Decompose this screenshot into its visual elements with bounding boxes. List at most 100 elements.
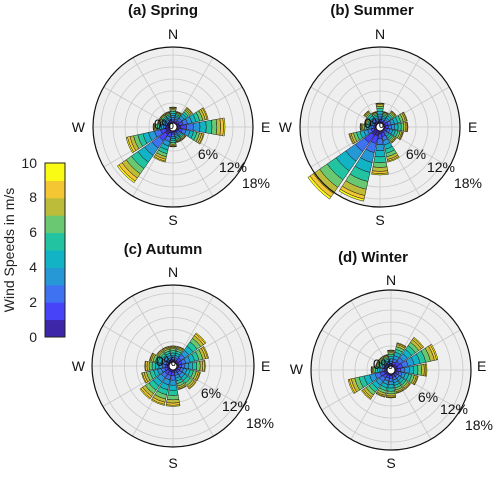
rose-bar-segment	[387, 156, 400, 163]
rose-bar-segment	[150, 398, 165, 406]
rose-bar-segment	[400, 122, 405, 132]
rose-bar-segment	[169, 106, 177, 109]
rose-bar-segment	[177, 385, 187, 390]
colorbar-band	[45, 197, 65, 216]
direction-label-e: E	[468, 119, 477, 135]
rose-bar-segment	[192, 121, 201, 133]
rose-bar-segment	[157, 118, 161, 124]
rose-bar-segment	[420, 363, 425, 377]
grid-ring	[319, 66, 441, 188]
direction-label-n: N	[386, 272, 396, 288]
rose-bar-segment	[181, 363, 186, 369]
direction-label-s: S	[168, 455, 177, 471]
rose-bar-segment	[375, 102, 385, 105]
panel-title: (a) Spring	[128, 2, 198, 19]
rose-bar-segment	[195, 371, 201, 382]
rose-bar-segment	[372, 161, 388, 168]
ring-label-0: 0%	[156, 353, 176, 369]
rose-bar-segment	[361, 389, 372, 400]
colorbar: 0 2 4 6 8 10 Wind Speeds in m/s	[1, 155, 66, 345]
rose-bar-segment	[406, 121, 409, 133]
direction-label-w: W	[290, 361, 304, 377]
grid-ring	[330, 309, 452, 431]
rose-bar-segment	[347, 378, 356, 395]
colorbar-tick-label: 8	[29, 189, 37, 205]
rose-bar-segment	[170, 371, 176, 377]
ring-label-0: 0%	[154, 116, 174, 132]
rose-bar-segment	[181, 135, 187, 141]
grid-ring	[307, 54, 453, 200]
colorbar-tick-label: 2	[29, 294, 37, 310]
rose-bar-segment	[176, 111, 182, 115]
rose-bar-segment	[413, 375, 419, 386]
ring-label-18: 18%	[465, 417, 493, 433]
rose-bar-segment	[395, 389, 405, 394]
rose-bar-segment	[377, 356, 383, 362]
direction-label-n: N	[168, 26, 178, 42]
rose-bar-segment	[375, 144, 385, 152]
rose-bar-segment	[144, 360, 147, 372]
rose-bar-segment	[215, 118, 221, 136]
rose-bar-segment	[386, 390, 396, 395]
colorbar-band	[45, 302, 65, 321]
rose-bar-segment	[156, 349, 163, 356]
rose-bar-segment	[141, 372, 147, 384]
ring-label-12: 12%	[219, 159, 247, 175]
direction-label-w: W	[279, 119, 293, 135]
rose-bar-segment	[388, 377, 394, 382]
rose-bar-segment	[152, 123, 155, 131]
grid-ring	[112, 66, 234, 188]
rose-bar-segment	[408, 365, 415, 375]
rose-bar-segment	[376, 108, 384, 112]
panel-winter: (d) Winter N E S W 0% 6% 12% 18%	[290, 249, 493, 471]
rose-bar-segment	[371, 111, 377, 115]
ring-label-12: 12%	[440, 401, 468, 417]
rose-bar-segment	[192, 361, 198, 371]
ring-label-18: 18%	[246, 415, 274, 431]
ring-label-18: 18%	[242, 175, 270, 191]
rose-bar-segment	[195, 332, 207, 344]
rose-bar-segment	[186, 123, 194, 131]
rose-bar-segment	[153, 156, 166, 163]
rose-plot	[299, 46, 461, 208]
ring-label-6: 6%	[418, 389, 438, 405]
rose-bar-segment	[169, 145, 177, 148]
colorbar-tick-label: 10	[21, 155, 37, 171]
colorbar-band	[45, 284, 65, 303]
colorbar-bands	[45, 163, 65, 338]
direction-label-n: N	[375, 26, 385, 42]
rose-bar-segment	[396, 368, 402, 372]
panel-summer: (b) Summer N E S W 0% 6% 12% 18%	[279, 2, 482, 228]
rose-bar-segment	[397, 123, 402, 131]
rose-bar-segment	[376, 138, 384, 145]
rose-bar-segment	[390, 124, 396, 130]
rose-frame	[91, 284, 255, 448]
rose-bar-segment	[390, 110, 397, 117]
rose-plot	[91, 284, 255, 448]
direction-label-w: W	[72, 119, 86, 135]
rose-bar-segment	[171, 133, 175, 137]
rose-bar-segment	[387, 384, 395, 389]
rose-bar-segment	[307, 175, 332, 200]
rose-bar-segment	[167, 389, 179, 396]
rose-bar-segment	[375, 392, 386, 398]
rose-center	[168, 361, 178, 371]
rose-bar-segment	[176, 345, 185, 350]
direction-label-e: E	[261, 119, 270, 135]
ring-label-12: 12%	[222, 398, 250, 414]
grid-ring	[111, 304, 235, 428]
panel-title: (c) Autumn	[124, 241, 203, 258]
colorbar-band	[45, 319, 65, 338]
rose-bar-segment	[176, 139, 182, 143]
rose-bar-segment	[196, 360, 201, 372]
direction-label-s: S	[168, 212, 177, 228]
rose-bar-segment	[370, 366, 373, 374]
rose-bar-segment	[404, 383, 412, 391]
rose-bar-segment	[178, 364, 182, 368]
rose-bar-segment	[375, 361, 379, 367]
rose-bar-segment	[188, 381, 197, 390]
colorbar-title: Wind Speeds in m/s	[1, 188, 17, 313]
rose-bar-segment	[186, 106, 194, 114]
rose-bar-segment	[139, 388, 151, 400]
rose-center	[386, 365, 396, 375]
